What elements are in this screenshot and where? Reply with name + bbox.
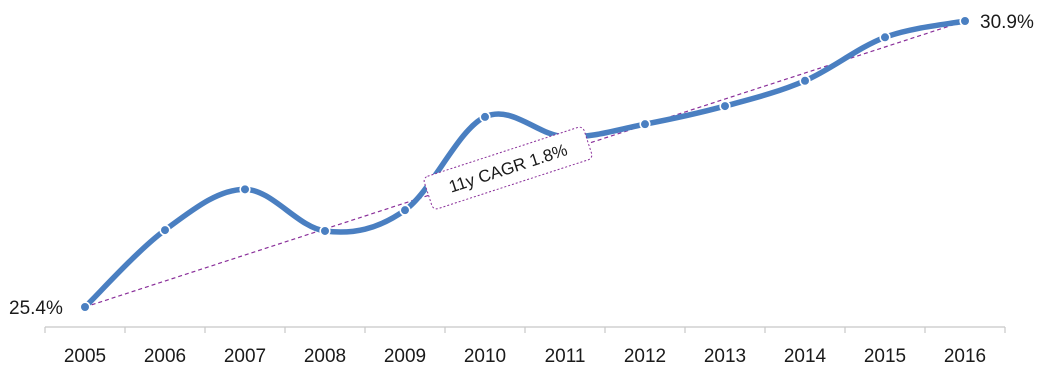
end-value-label: 30.9% xyxy=(980,12,1034,33)
data-point xyxy=(879,31,891,43)
x-tick-label: 2007 xyxy=(224,346,266,367)
x-tick-label: 2008 xyxy=(304,346,346,367)
series xyxy=(79,15,971,313)
x-tick-label: 2012 xyxy=(624,346,666,367)
data-point xyxy=(399,204,411,216)
data-point xyxy=(639,118,651,130)
x-tick-label: 2016 xyxy=(944,346,986,367)
data-point xyxy=(799,75,811,87)
data-point xyxy=(959,15,971,27)
data-point xyxy=(239,183,251,195)
x-tick-label: 2011 xyxy=(545,346,586,367)
start-value-label: 25.4% xyxy=(9,298,63,319)
x-tick-label: 2006 xyxy=(144,346,186,367)
data-point xyxy=(159,224,171,236)
data-point xyxy=(479,111,491,123)
labels: 25.4% 30.9% 11y CAGR 1.8% xyxy=(9,12,1034,319)
x-tick-label: 2005 xyxy=(64,346,106,367)
cagr-callout: 11y CAGR 1.8% xyxy=(423,126,593,210)
data-point xyxy=(79,301,91,313)
x-axis: 2005 2006 2007 2008 2009 2010 2011 2012 2013 2014… xyxy=(44,326,1006,367)
data-point xyxy=(719,100,731,112)
x-tick-label: 2015 xyxy=(864,346,906,367)
x-tick-label: 2013 xyxy=(704,346,746,367)
x-tick-label: 2010 xyxy=(464,346,506,367)
cagr-callout-box xyxy=(423,126,593,210)
x-tick-label: 2014 xyxy=(784,346,827,367)
x-tick-label: 2009 xyxy=(384,346,426,367)
data-point xyxy=(319,225,331,237)
